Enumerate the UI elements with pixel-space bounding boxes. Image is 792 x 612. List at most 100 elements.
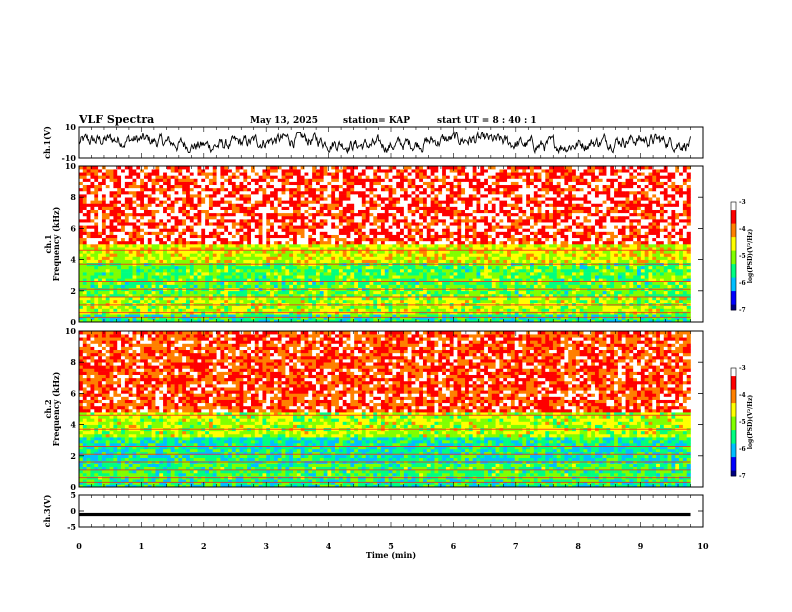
spectrogram-cell (594, 268, 600, 273)
spectrogram-cell (675, 293, 680, 298)
spectrogram-cell (400, 278, 405, 282)
spectrogram-cell (132, 297, 137, 301)
spectrogram-cell (277, 268, 282, 273)
spectrogram-cell (147, 237, 152, 242)
spectrogram-cell (419, 305, 424, 309)
spectrogram-cell (365, 244, 370, 248)
spectrogram-cell (296, 284, 301, 288)
spectrogram-cell (637, 231, 642, 235)
spectrogram-cell (530, 297, 535, 301)
spectrogram-cell (212, 297, 217, 301)
spectrogram-cell (575, 244, 580, 248)
spectrogram-cell (594, 293, 600, 298)
spectrogram-cell (541, 272, 546, 276)
spectrogram-cell (625, 228, 630, 232)
spectrogram-cell (380, 275, 386, 279)
spectrogram-cell (510, 319, 516, 323)
spectrogram-cell (285, 316, 290, 320)
spectrogram-cell (621, 290, 626, 295)
spectrogram-cell (143, 308, 149, 312)
spectrogram-cell (128, 308, 133, 312)
spectrogram-cell (113, 308, 118, 312)
spectrogram-cell (610, 268, 615, 273)
spectrogram-cell (136, 275, 141, 279)
spectrogram-cell (289, 293, 294, 298)
spectrogram-cell (258, 228, 263, 232)
spectrogram-cell (170, 231, 175, 235)
spectrogram-cell (484, 281, 489, 285)
spectrogram-cell (598, 284, 603, 288)
spectrogram-cell (499, 244, 504, 248)
spectrogram-cell (331, 228, 336, 232)
spectrogram-cell (667, 228, 672, 232)
spectrogram-cell (308, 268, 313, 273)
spectrogram-cell (258, 240, 263, 245)
spectrogram-cell (113, 272, 118, 276)
spectrogram-cell (415, 240, 420, 245)
spectrogram-cell (434, 316, 439, 320)
spectrogram-cell (312, 305, 317, 309)
spectrogram-cell (575, 293, 580, 298)
spectrogram-cell (392, 299, 397, 304)
spectrogram-cell (438, 265, 443, 270)
spectrogram-cell (365, 284, 370, 288)
spectrogram-cell (656, 240, 661, 245)
spectrogram-cell (151, 250, 156, 254)
spectrogram-cell (503, 278, 508, 282)
spectrogram-cell (682, 244, 687, 248)
spectrogram-cell (552, 316, 558, 320)
spectrogram-cell (159, 268, 164, 273)
spectrogram-cell (468, 299, 473, 304)
spectrogram-cell (197, 228, 202, 232)
spectrogram-cell (285, 319, 290, 323)
spectrogram-cell (637, 237, 642, 242)
spectrogram-cell (266, 305, 271, 309)
spectrogram-cell (132, 240, 137, 245)
spectrogram-cell (304, 247, 309, 251)
spectrogram-cell (151, 290, 156, 295)
spectrogram-cell (602, 231, 607, 235)
spectrogram-cell (258, 244, 263, 248)
spectrogram-cell (507, 231, 512, 235)
spectrogram-cell (193, 272, 198, 276)
spectrogram-cell (537, 281, 542, 285)
spectrogram-cell (358, 247, 363, 251)
spectrogram-cell (220, 299, 225, 304)
spectrogram-cell (526, 228, 531, 232)
spectrogram-cell (231, 293, 236, 298)
spectrogram-cell (549, 228, 554, 232)
spectrogram-cell (132, 284, 137, 288)
spectrogram-cell (403, 299, 408, 304)
spectrogram-cell (94, 297, 99, 301)
spectrogram-cell (621, 293, 626, 298)
spectrogram-cell (178, 308, 183, 312)
spectrogram-cell (530, 234, 535, 239)
spectrogram-cell (182, 231, 187, 235)
spectrogram-cell (315, 259, 321, 264)
spectrogram-cell (247, 237, 252, 242)
spectrogram-cell (155, 244, 160, 248)
spectrogram-cell (556, 275, 561, 279)
spectrogram-cell (403, 247, 408, 251)
spectrogram-cell (155, 259, 160, 264)
spectrogram-cell (151, 237, 156, 242)
spectrogram-cell (503, 316, 508, 320)
spectrogram-cell (560, 250, 565, 254)
spectrogram-cell (342, 240, 347, 245)
spectrogram-cell (591, 228, 596, 232)
spectrogram-cell (262, 314, 267, 318)
spectrogram-cell (224, 247, 229, 251)
spectrogram-cell (262, 290, 267, 295)
spectrogram-cell (193, 299, 198, 304)
spectrogram-cell (79, 281, 84, 285)
spectrogram-cell (373, 297, 378, 301)
spectrogram-cell (258, 316, 263, 320)
spectrogram-cell (224, 228, 229, 232)
spectrogram-cell (679, 259, 684, 264)
spectrogram-cell (598, 237, 603, 242)
spectrogram-cell (109, 240, 114, 245)
spectrogram-cell (124, 278, 129, 282)
spectrogram-cell (331, 234, 336, 239)
spectrogram-cell (281, 281, 286, 285)
spectrogram-cell (220, 278, 225, 282)
